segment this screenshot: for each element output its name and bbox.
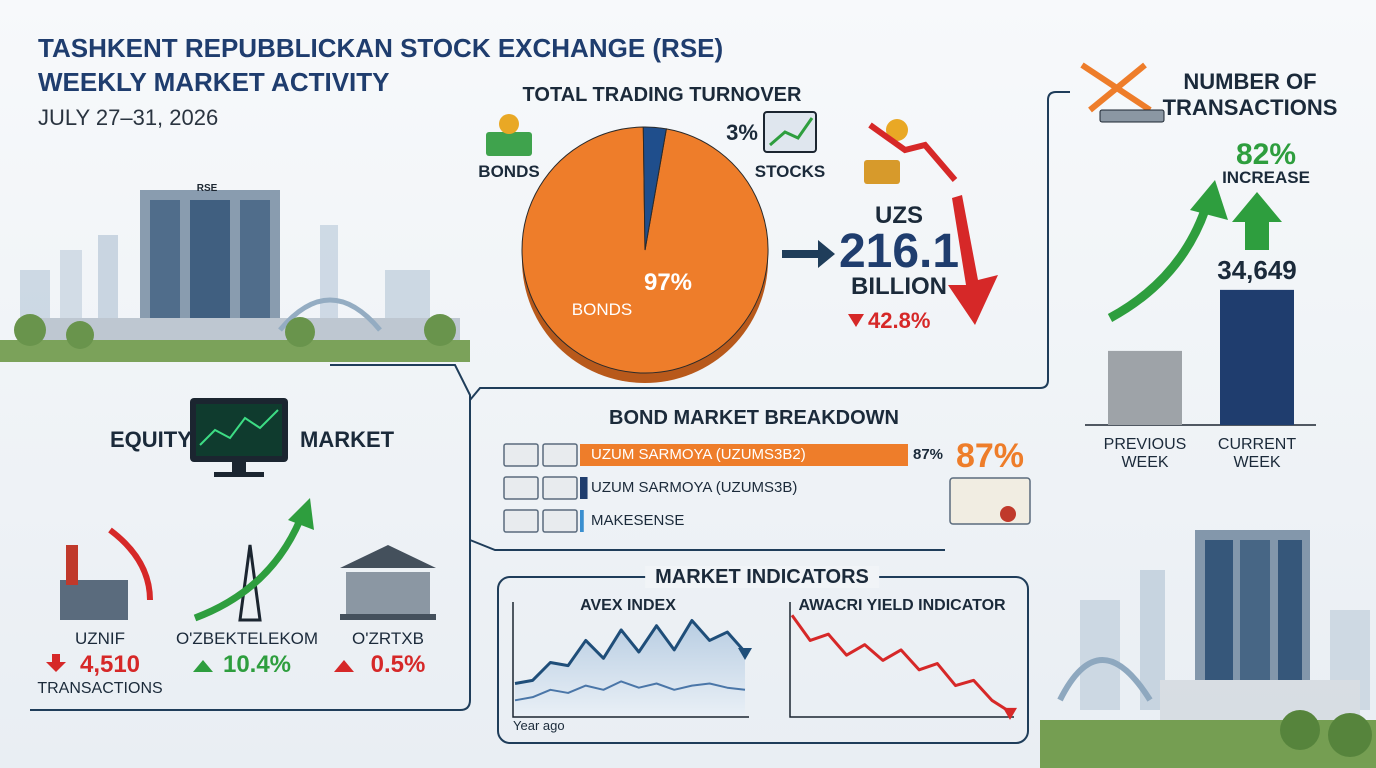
chart-title: AVEX INDEX (580, 597, 676, 614)
bar (580, 477, 588, 499)
change: 82% (1235, 138, 1297, 171)
trend-arrow (193, 518, 304, 622)
bar (1220, 289, 1294, 425)
change: 0.5% (370, 651, 426, 678)
icons (60, 62, 1282, 622)
trend-arrow-head (288, 498, 314, 530)
axis (789, 602, 1014, 718)
line (790, 614, 1011, 714)
unit: BILLION (851, 273, 947, 300)
change: 10.4% (222, 651, 292, 678)
building-sign: RSE (196, 183, 218, 194)
title: WEEKLY MARKET ACTIVITY (38, 67, 390, 97)
pie-label: STOCKS (754, 162, 826, 181)
equity-title: EQUITY (110, 427, 192, 452)
chart-title: BOND MARKET BREAKDOWN (609, 407, 899, 429)
x-tick-label: CURRENT WEEK (1217, 436, 1297, 471)
pie-value: 3% (726, 120, 758, 145)
up-arrow (334, 660, 354, 672)
ticker: UZNIF (74, 629, 126, 648)
ticker: O'ZRTXB (352, 629, 424, 648)
amount: 216.1 (838, 225, 960, 278)
change: 42.8% (868, 308, 931, 333)
change: 4,510 (79, 651, 141, 678)
line (514, 680, 746, 702)
highlight-value: 87% (955, 437, 1025, 475)
title: TASHKENT REPUBBLICKAN STOCK EXCHANGE (RS… (38, 33, 724, 63)
line-end-arrow (738, 648, 752, 660)
down-arrow (46, 654, 66, 672)
equity-title: MARKET (300, 427, 395, 452)
bar-label: UZUM SARMOYA (UZUMS3B) (591, 479, 798, 496)
line (514, 619, 747, 685)
right-skyline (1040, 530, 1376, 768)
section-title: MARKET INDICATORS (645, 566, 879, 588)
x-tick-label: PREVIOUS WEEK (1103, 436, 1187, 471)
change-note: INCREASE (1222, 168, 1310, 187)
note: TRANSACTIONS (37, 680, 163, 697)
ticker: O'ZBEKTELEKOM (175, 629, 319, 648)
value-label: 87% (912, 446, 944, 463)
bar (580, 510, 584, 532)
left-skyline (0, 190, 470, 362)
transactions-title: NUMBER OF (1183, 69, 1317, 94)
pie-label: BONDS (478, 162, 540, 181)
chart-title: TOTAL TRADING TURNOVER (522, 84, 802, 106)
note: Year ago (513, 718, 565, 733)
date: JULY 27–31, 2026 (38, 105, 219, 130)
axis (512, 602, 749, 718)
pie-label: BONDS (571, 300, 633, 319)
up-arrow (193, 660, 213, 672)
trend-arrow (108, 527, 153, 601)
down-triangle (848, 314, 864, 327)
chart-title: AWACRI YIELD INDICATOR (798, 597, 1006, 614)
transactions-title: TRANSACTIONS (1162, 95, 1338, 120)
value-label: 34,649 (1217, 254, 1297, 285)
bar-label: MAKESENSE (591, 512, 685, 529)
panel-lines (30, 91, 1070, 744)
pie-slice (642, 126, 667, 251)
bar (580, 444, 908, 466)
bar-label: UZUM SARMOYA (UZUMS3B2) (591, 446, 806, 463)
bar (1108, 350, 1182, 425)
pie-value: 97% (643, 269, 693, 296)
marks (46, 126, 1316, 720)
currency: UZS (875, 202, 923, 229)
line-end-arrow (1003, 707, 1017, 720)
